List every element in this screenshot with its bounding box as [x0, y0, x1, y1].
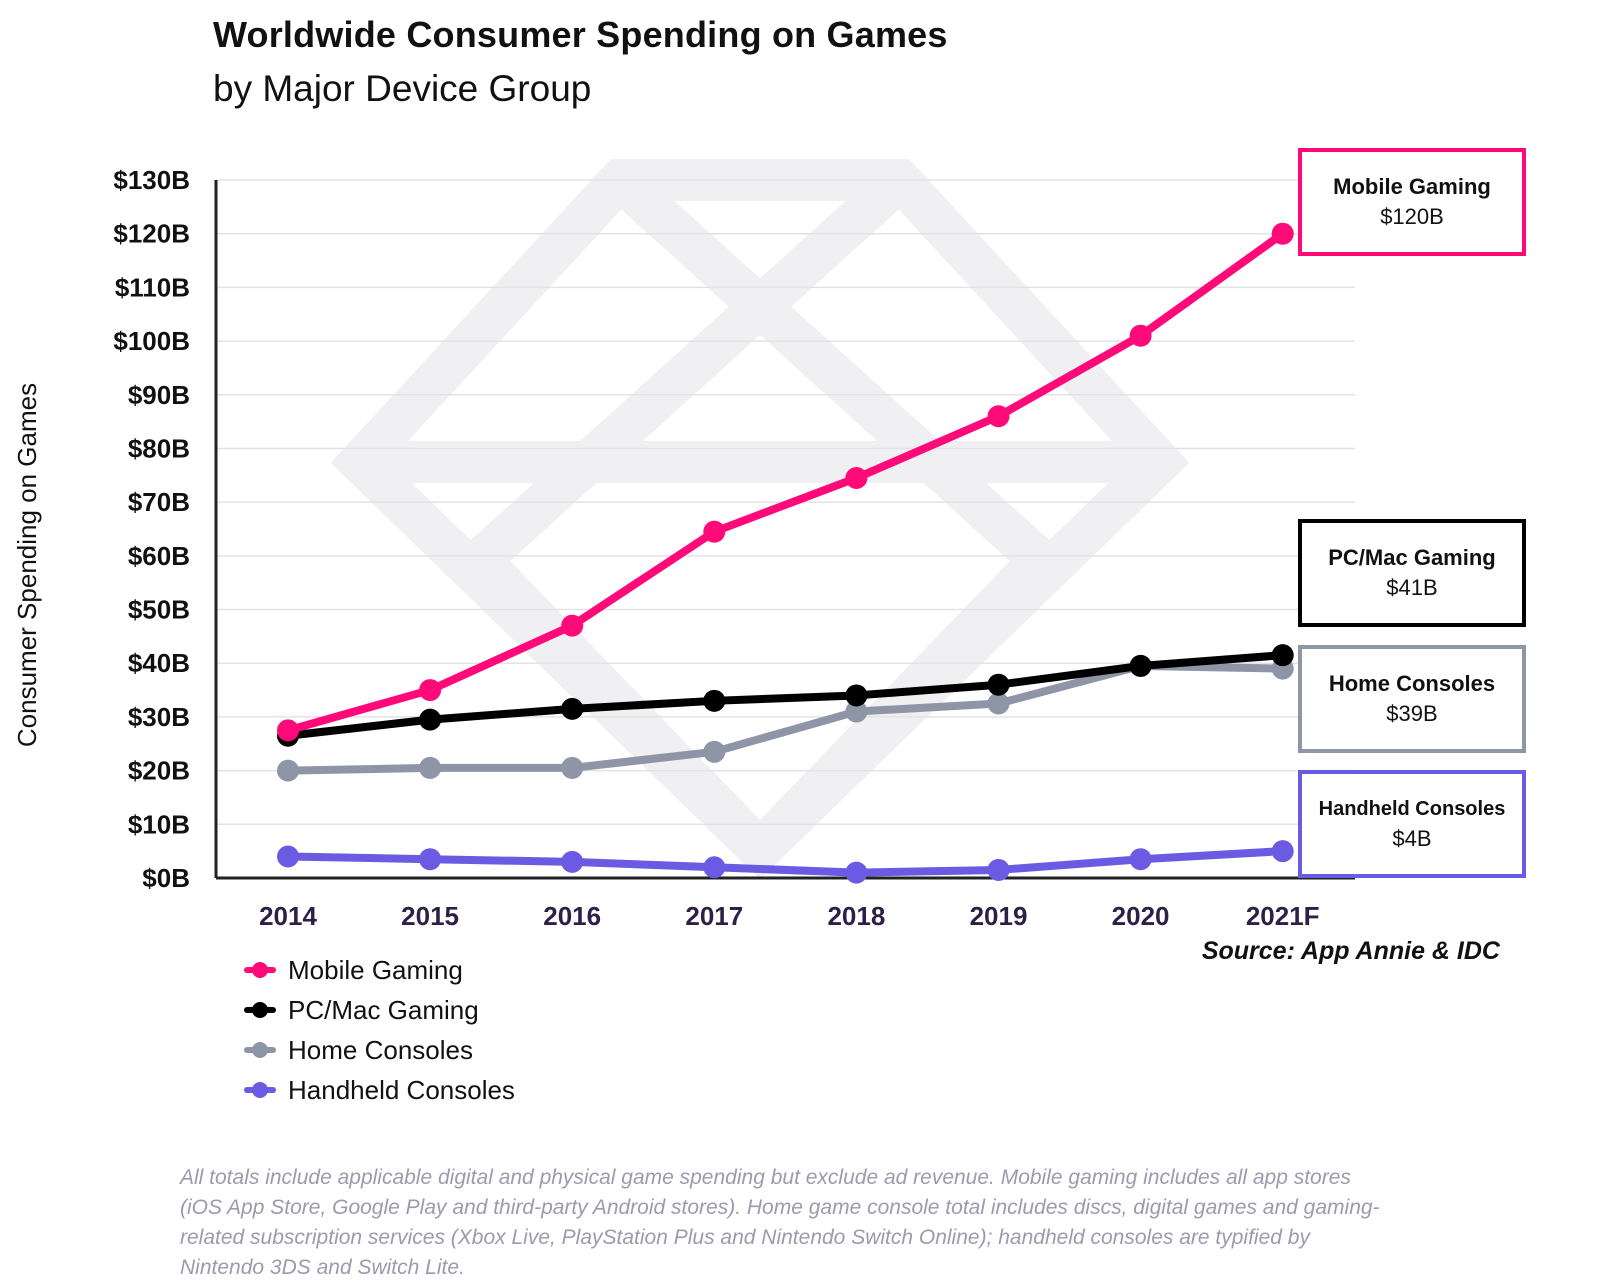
data-point-home-consoles — [703, 740, 726, 763]
x-tick-label: 2017 — [685, 901, 743, 931]
x-tick-label: 2016 — [543, 901, 601, 931]
legend-swatch-icon — [244, 960, 276, 980]
data-point-home-consoles — [419, 756, 442, 779]
line-chart: $0B $10B $20B $30B $40B $50B $60B $70B $80B $90B $… — [12, 159, 1355, 931]
y-axis-title: Consumer Spending on Games — [12, 383, 42, 747]
data-point-pc-mac-gaming — [561, 697, 584, 720]
legend: Mobile Gaming PC/Mac Gaming Home Console… — [244, 950, 515, 1110]
data-point-handheld-consoles — [987, 858, 1010, 881]
x-tick-label: 2019 — [970, 901, 1028, 931]
y-tick-label: $50B — [128, 595, 190, 625]
data-point-mobile-gaming — [277, 719, 299, 742]
callout-label: Handheld Consoles — [1318, 798, 1506, 820]
data-point-handheld-consoles — [1129, 848, 1152, 871]
series-line-pc-mac-gaming — [284, 651, 1287, 740]
y-tick-label: $110B — [115, 272, 190, 302]
callout-value: $120B — [1380, 204, 1444, 229]
source-note: Source: App Annie & IDC — [1201, 937, 1500, 965]
data-point-handheld-consoles — [561, 850, 584, 873]
data-point-home-consoles — [987, 692, 1010, 715]
legend-swatch-icon — [244, 1000, 276, 1020]
legend-swatch-icon — [244, 1040, 276, 1060]
y-tick-label: $30B — [128, 702, 190, 732]
legend-label: Home Consoles — [288, 1034, 473, 1065]
data-point-home-consoles — [561, 756, 584, 779]
data-point-handheld-consoles — [845, 861, 868, 884]
data-point-mobile-gaming — [845, 466, 868, 489]
series-line-mobile-gaming — [284, 229, 1287, 735]
legend-label: PC/Mac Gaming — [288, 994, 479, 1025]
chart-subtitle: by Major Device Group — [213, 68, 592, 109]
callout-value: $41B — [1386, 575, 1438, 600]
data-point-home-consoles — [277, 759, 299, 782]
legend-item-home-consoles: Home Consoles — [244, 1030, 515, 1070]
data-point-handheld-consoles — [703, 856, 726, 879]
data-point-handheld-consoles — [419, 848, 442, 871]
x-tick-label: 2014 — [259, 901, 317, 931]
y-tick-label: $120B — [113, 219, 190, 249]
y-tick-label: $10B — [128, 809, 190, 839]
y-tick-label: $100B — [113, 326, 190, 356]
footnote: All totals include applicable digital an… — [180, 1166, 1380, 1279]
data-point-pc-mac-gaming — [1271, 644, 1294, 667]
callout-value: $4B — [1392, 826, 1432, 851]
data-point-pc-mac-gaming — [845, 684, 868, 707]
callout-handheld-consoles: Handheld Consoles $4B — [1298, 770, 1526, 878]
data-point-handheld-consoles — [277, 845, 299, 868]
y-tick-label: $60B — [128, 541, 190, 571]
callout-mobile-gaming: Mobile Gaming $120B — [1298, 148, 1526, 256]
data-point-pc-mac-gaming — [419, 708, 442, 731]
chart-title: Worldwide Consumer Spending on Games — [213, 14, 948, 55]
data-point-handheld-consoles — [1271, 840, 1294, 863]
data-point-mobile-gaming — [1129, 324, 1152, 347]
legend-label: Mobile Gaming — [288, 954, 463, 985]
data-point-mobile-gaming — [419, 679, 442, 702]
data-point-mobile-gaming — [703, 520, 726, 543]
data-point-pc-mac-gaming — [1129, 654, 1152, 677]
data-point-mobile-gaming — [1271, 222, 1294, 245]
legend-swatch-icon — [244, 1080, 276, 1100]
series-line-handheld-consoles — [284, 847, 1287, 877]
x-tick-label: 2018 — [827, 901, 885, 931]
data-point-mobile-gaming — [561, 614, 584, 637]
callout-label: Home Consoles — [1328, 671, 1496, 696]
legend-label: Handheld Consoles — [288, 1074, 515, 1105]
y-tick-label: $80B — [128, 433, 190, 463]
data-point-pc-mac-gaming — [703, 689, 726, 712]
x-tick-label: 2021F — [1246, 901, 1320, 931]
callout-label: PC/Mac Gaming — [1328, 545, 1496, 570]
x-tick-label: 2015 — [401, 901, 459, 931]
y-tick-label: $90B — [128, 380, 190, 410]
y-tick-label: $20B — [128, 756, 190, 786]
legend-item-mobile-gaming: Mobile Gaming — [244, 950, 515, 990]
data-point-home-consoles — [845, 700, 868, 723]
callout-home-consoles: Home Consoles $39B — [1298, 645, 1526, 753]
legend-item-pc-mac-gaming: PC/Mac Gaming — [244, 990, 515, 1030]
x-tick-label: 2020 — [1112, 901, 1170, 931]
legend-item-handheld-consoles: Handheld Consoles — [244, 1070, 515, 1110]
y-tick-label: $70B — [128, 487, 190, 517]
y-tick-label: $0B — [142, 863, 190, 893]
y-tick-label: $130B — [113, 165, 190, 195]
callout-value: $39B — [1386, 701, 1438, 726]
callout-label: Mobile Gaming — [1333, 174, 1491, 199]
y-tick-label: $40B — [128, 648, 190, 678]
data-point-pc-mac-gaming — [987, 673, 1010, 696]
data-point-mobile-gaming — [987, 405, 1010, 428]
callout-pc-mac-gaming: PC/Mac Gaming $41B — [1298, 519, 1526, 627]
